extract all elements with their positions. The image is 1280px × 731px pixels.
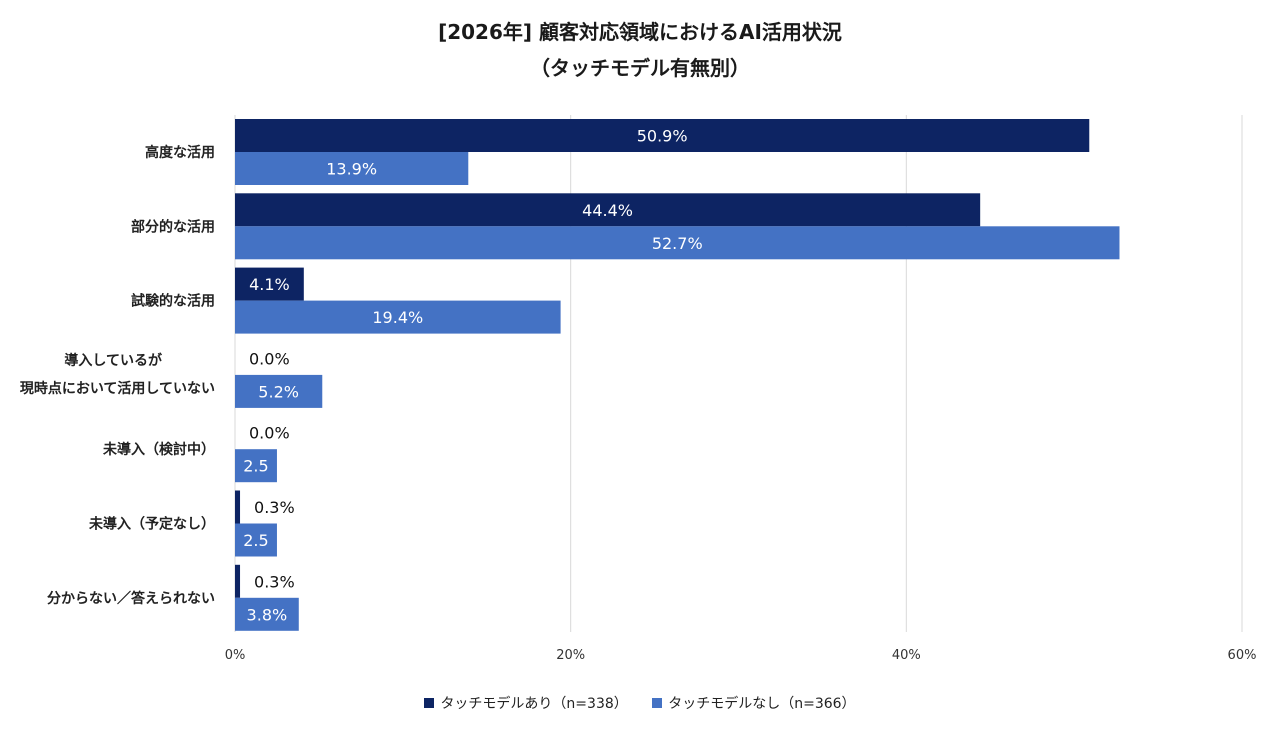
category-label: 未導入（予定なし） xyxy=(89,516,215,533)
data-label: 19.4% xyxy=(372,308,423,327)
x-tick-label: 20% xyxy=(556,648,585,663)
data-label: 0.0% xyxy=(249,349,290,368)
category-label: 部分的な活用 xyxy=(131,218,215,235)
bar xyxy=(235,523,277,557)
data-label: 13.9% xyxy=(326,160,377,179)
x-tick-label: 60% xyxy=(1228,648,1257,663)
data-label: 4.1% xyxy=(249,275,290,294)
x-tick-label: 40% xyxy=(892,648,921,663)
data-label: 44.4% xyxy=(582,201,633,220)
category-label: 分からない／答えられない xyxy=(47,590,215,607)
legend-item-without-touch: タッチモデルなし（n=366） xyxy=(652,693,856,713)
category-label: 試験的な活用 xyxy=(131,293,215,310)
legend-swatch-with-touch xyxy=(424,698,435,708)
data-label: 52.7% xyxy=(652,234,703,253)
data-label: 2.5 xyxy=(243,531,268,550)
chart-subtitle: （タッチモデル有無別） xyxy=(530,56,750,80)
legend-label-with-touch: タッチモデルあり（n=338） xyxy=(440,696,628,712)
bar xyxy=(235,374,323,408)
category-label: 未導入（検討中） xyxy=(103,441,215,458)
bar xyxy=(235,226,1120,260)
data-label: 2.5 xyxy=(243,457,268,476)
bar xyxy=(235,449,277,483)
data-label: 0.3% xyxy=(254,498,295,517)
bar xyxy=(235,490,241,524)
bar xyxy=(235,564,241,598)
x-tick-label: 0% xyxy=(225,648,246,663)
data-label: 50.9% xyxy=(637,127,688,146)
bar xyxy=(235,193,981,227)
bar xyxy=(235,300,561,334)
bar xyxy=(235,119,1090,152)
chart-title: [2026年] 顧客対応領域におけるAI活用状況 xyxy=(438,20,842,44)
legend-item-with-touch: タッチモデルあり（n=338） xyxy=(424,693,628,713)
legend: タッチモデルあり（n=338） タッチモデルなし（n=366） xyxy=(0,693,1280,713)
bar xyxy=(235,597,299,631)
bar xyxy=(235,152,469,185)
data-label: 5.2% xyxy=(258,382,299,401)
data-label: 0.0% xyxy=(249,424,290,443)
category-label: 現時点において活用していない xyxy=(20,380,215,397)
category-label: 高度な活用 xyxy=(145,144,215,161)
legend-label-without-touch: タッチモデルなし（n=366） xyxy=(668,696,856,712)
bar xyxy=(235,267,304,301)
data-label: 0.3% xyxy=(254,572,295,591)
category-label: 導入しているが xyxy=(64,352,163,369)
legend-swatch-without-touch xyxy=(652,698,663,708)
data-label: 3.8% xyxy=(247,605,288,624)
